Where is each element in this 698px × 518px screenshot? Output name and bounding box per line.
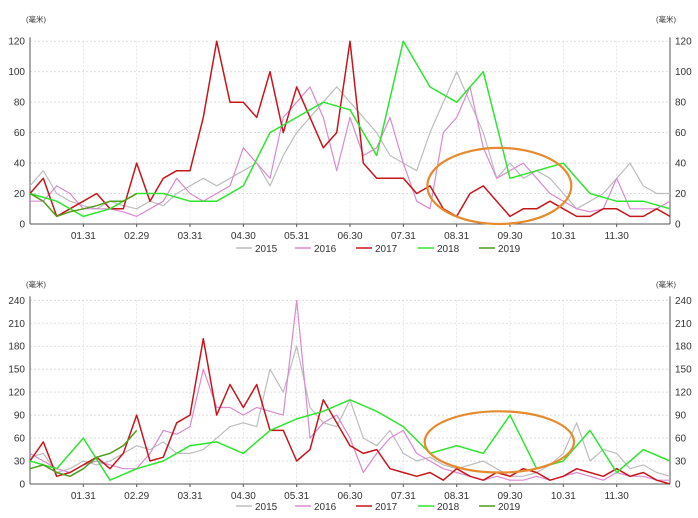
legend-label: 2015 [255, 502, 278, 513]
x-tick-label: 08.31 [444, 231, 469, 242]
y-tick-label-left: 100 [8, 67, 25, 78]
y-tick-label-left: 20 [14, 189, 26, 200]
y-tick-label-right: 0 [675, 480, 681, 491]
x-tick-label: 07.31 [391, 491, 416, 502]
x-tick-label: 02.29 [124, 231, 149, 242]
x-tick-label: 05.31 [284, 491, 309, 502]
y-tick-label-right: 80 [675, 98, 687, 109]
unit-label-right: (毫米) [656, 279, 676, 289]
legend-label: 2018 [437, 244, 460, 255]
x-tick-label: 10.31 [551, 491, 576, 502]
unit-label-right: (毫米) [656, 14, 676, 24]
y-tick-label-right: 20 [675, 189, 687, 200]
y-tick-label-right: 60 [675, 128, 687, 139]
y-tick-label-left: 240 [8, 296, 25, 307]
y-tick-label-left: 180 [8, 342, 25, 353]
y-tick-label-left: 80 [14, 98, 26, 109]
legend-label: 2017 [375, 244, 398, 255]
y-tick-label-right: 120 [675, 388, 692, 399]
y-tick-label-right: 90 [675, 411, 687, 422]
y-tick-label-right: 30 [675, 457, 687, 468]
y-tick-label-right: 0 [675, 220, 681, 231]
y-tick-label-left: 60 [14, 434, 26, 445]
x-tick-label: 08.31 [444, 491, 469, 502]
x-tick-label: 01.31 [71, 491, 96, 502]
y-tick-label-right: 60 [675, 434, 687, 445]
y-tick-label-left: 0 [19, 220, 25, 231]
y-tick-label-left: 210 [8, 319, 25, 330]
x-tick-label: 11.30 [605, 491, 630, 502]
x-tick-label: 01.31 [71, 231, 96, 242]
legend-label: 2019 [498, 244, 521, 255]
series-line-2019 [29, 429, 138, 478]
x-tick-label: 04.30 [231, 231, 256, 242]
y-tick-label-right: 100 [675, 67, 692, 78]
x-tick-label: 03.31 [177, 231, 202, 242]
series-line-2018 [29, 399, 671, 481]
y-tick-label-left: 30 [14, 457, 26, 468]
y-tick-label-right: 150 [675, 365, 692, 376]
y-tick-label-left: 120 [8, 388, 25, 399]
x-tick-label: 06.30 [337, 491, 362, 502]
y-tick-label-left: 90 [14, 411, 26, 422]
legend-label: 2018 [437, 502, 460, 513]
top-rainfall-chart: 0 0 20 20 40 40 60 60 80 80 100 100 120 120 (毫米) (毫米) 01… [8, 14, 692, 255]
x-tick-label: 06.30 [337, 231, 362, 242]
highlight-ellipse [426, 146, 573, 226]
y-tick-label-right: 120 [675, 37, 692, 48]
y-tick-label-left: 40 [14, 159, 26, 170]
x-tick-label: 11.30 [605, 231, 630, 242]
series-line-2019 [29, 192, 138, 218]
bottom-rainfall-chart: 0 0 30 30 60 60 90 90 120 120 150 150 180 180 210 210 24… [8, 279, 692, 513]
y-tick-label-left: 120 [8, 37, 25, 48]
unit-label-left: (毫米) [26, 14, 46, 24]
x-tick-label: 03.31 [177, 491, 202, 502]
y-tick-label-left: 150 [8, 365, 25, 376]
y-tick-label-left: 0 [19, 480, 25, 491]
legend-label: 2016 [314, 244, 337, 255]
series-line-2016 [30, 86, 671, 217]
x-tick-label: 04.30 [231, 491, 256, 502]
legend-label: 2015 [255, 244, 278, 255]
y-tick-label-right: 180 [675, 342, 692, 353]
y-tick-label-right: 40 [675, 159, 687, 170]
series-line-2017 [29, 337, 671, 485]
series-line-2017 [29, 40, 671, 218]
highlight-ellipse [423, 410, 576, 474]
x-tick-label: 09.30 [497, 231, 522, 242]
x-tick-label: 07.31 [391, 231, 416, 242]
y-tick-label-right: 240 [675, 296, 692, 307]
x-tick-label: 10.31 [551, 231, 576, 242]
legend-label: 2019 [498, 502, 521, 513]
x-tick-label: 02.29 [124, 491, 149, 502]
legend-label: 2017 [375, 502, 398, 513]
y-tick-label-right: 210 [675, 319, 692, 330]
y-tick-label-left: 60 [14, 128, 26, 139]
unit-label-left: (毫米) [26, 279, 46, 289]
x-tick-label: 09.30 [497, 491, 522, 502]
series-line-2015 [29, 71, 670, 210]
x-tick-label: 05.31 [284, 231, 309, 242]
legend-label: 2016 [314, 502, 337, 513]
